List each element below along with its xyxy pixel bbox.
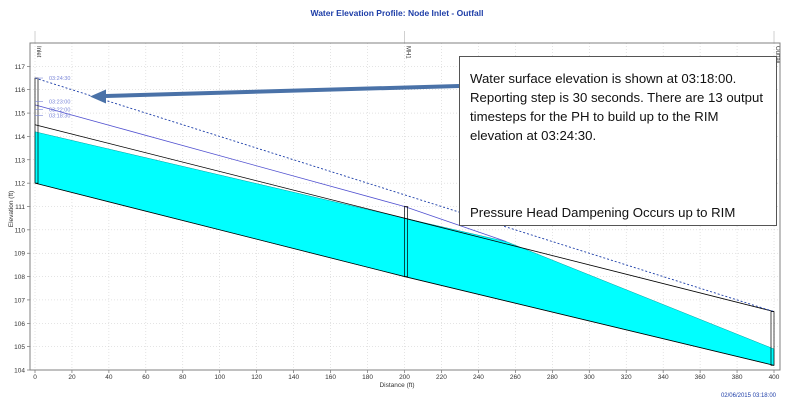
x-tick-label: 300 [584,374,595,381]
x-tick-label: 20 [68,374,76,381]
timestep-label: 03:24:30 [49,76,70,82]
y-tick-label: 110 [15,227,26,234]
y-axis-ticks: 104 105 106 107 108 109 110 111 112 113 114 115 116 1… [14,64,30,375]
x-tick-label: 360 [695,374,706,381]
y-tick-label: 104 [14,368,25,375]
x-tick-label: 180 [362,374,373,381]
y-tick-label: 115 [15,111,26,118]
callout-text: Water surface elevation is shown at 03:1… [470,71,763,143]
y-tick-label: 108 [14,274,25,281]
x-tick-label: 0 [33,374,37,381]
y-axis-label: Elevation (ft) [8,191,15,228]
x-tick-label: 140 [288,374,299,381]
x-tick-label: 340 [658,374,669,381]
manhole-outfall [770,311,775,366]
x-tick-label: 100 [214,374,225,381]
annotation-callout: Water surface elevation is shown at 03:1… [459,56,777,226]
y-tick-label: 114 [15,134,26,141]
timestep-label: 03:23:00 [49,99,70,105]
x-tick-label: 160 [325,374,336,381]
y-tick-label: 109 [14,251,25,258]
chart-title: Water Elevation Profile: Node Inlet - Ou… [310,8,483,18]
x-tick-label: 120 [251,374,262,381]
x-tick-label: 400 [769,374,780,381]
callout-note: Pressure Head Dampening Occurs up to RIM [470,205,736,220]
node-label: MH1 [405,46,411,59]
x-axis-label: Distance (ft) [379,382,414,389]
y-tick-label: 113 [15,157,26,164]
y-tick-label: 111 [15,204,25,211]
x-tick-label: 80 [179,374,187,381]
x-tick-label: 280 [547,374,558,381]
y-tick-label: 105 [14,344,25,351]
y-tick-label: 107 [14,297,25,304]
node-label: Inlet [35,46,41,58]
y-tick-label: 112 [15,181,26,188]
hgl-peak-dotted-line [34,77,775,313]
x-tick-label: 40 [105,374,113,381]
x-tick-label: 320 [621,374,632,381]
y-tick-label: 116 [15,87,26,94]
plot-frame [29,42,781,371]
y-tick-label: 117 [15,64,26,71]
node-label: Outfall [774,46,780,63]
date-stamp: 02/06/2015 03:18:00 [721,393,777,399]
timestep-label: 03:18:30 [49,113,70,119]
x-tick-label: 220 [436,374,447,381]
x-tick-label: 380 [732,374,743,381]
x-tick-label: 200 [399,374,410,381]
timestep-label: 03:22:00 [49,108,70,114]
x-tick-label: 260 [510,374,521,381]
manhole-mh1 [404,206,408,277]
x-tick-label: 60 [142,374,150,381]
x-axis-ticks: 0 20 40 60 80 100 120 140 160 180 200 220 240 260 280 3… [33,370,780,381]
x-tick-label: 240 [473,374,484,381]
callout-arrow [90,84,460,104]
y-tick-label: 106 [14,321,25,328]
